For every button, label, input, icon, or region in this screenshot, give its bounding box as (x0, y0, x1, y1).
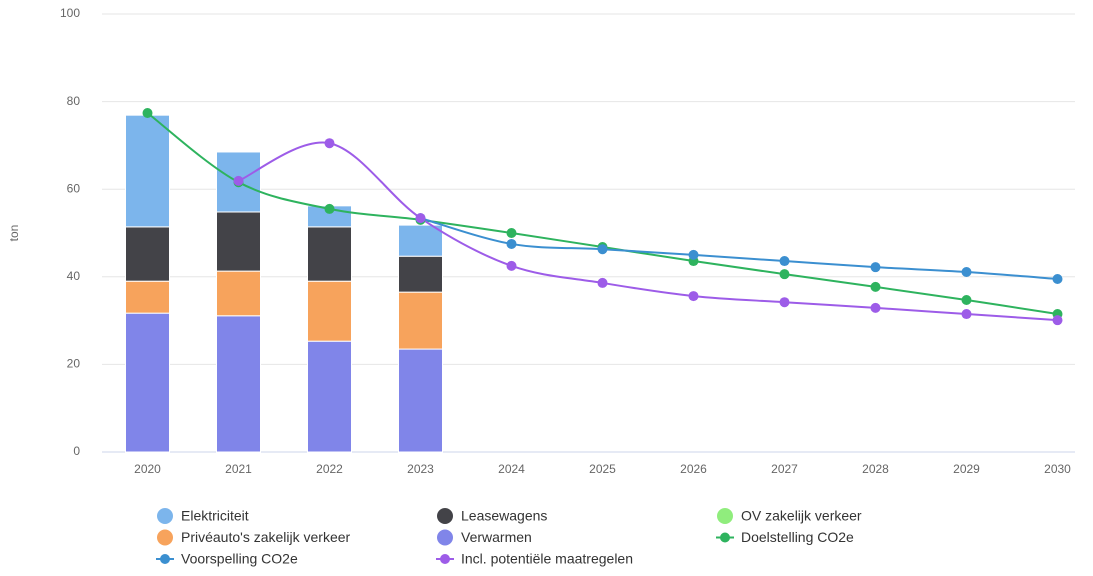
line-point (506, 260, 517, 271)
x-tick-label: 2023 (407, 462, 434, 476)
x-tick-label: 2021 (225, 462, 252, 476)
legend-symbol (437, 529, 453, 546)
legend-label: Elektriciteit (181, 508, 249, 524)
bar-segment (398, 255, 443, 293)
line-point (779, 297, 790, 308)
line-point (961, 295, 972, 306)
line-point (961, 309, 972, 320)
line-point (324, 203, 335, 214)
legend-symbol (720, 532, 730, 543)
legend-label: Voorspelling CO2e (181, 551, 298, 567)
line-point (415, 213, 426, 224)
legend-symbol (437, 508, 453, 524)
y-axis-label: ton (7, 225, 21, 242)
line-point (779, 269, 790, 280)
bar-segment (307, 280, 352, 342)
bar-segment (216, 270, 261, 317)
x-tick-label: 2026 (680, 462, 707, 476)
line (238, 141, 1058, 322)
y-tick-label: 100 (60, 6, 80, 20)
line-point (1052, 273, 1063, 284)
bar-segment (125, 280, 170, 314)
x-tick-label: 2020 (134, 462, 161, 476)
legend-label: Privéauto's zakelijk verkeer (181, 529, 351, 545)
line-point (597, 244, 608, 255)
legend-label: OV zakelijk verkeer (741, 508, 862, 524)
bar-segment (307, 340, 352, 453)
x-tick-label: 2027 (771, 462, 798, 476)
bar-segment (216, 315, 261, 453)
bar-segment (125, 312, 170, 453)
bar-segment (307, 226, 352, 282)
bar-segment (125, 226, 170, 282)
line-point (870, 281, 881, 292)
x-tick-label: 2028 (862, 462, 889, 476)
line-point (142, 107, 153, 118)
line-point (961, 266, 972, 277)
line-point (779, 256, 790, 267)
legend-symbol (440, 554, 450, 564)
bar-segment (216, 211, 261, 272)
bar-segment (398, 224, 443, 257)
y-tick-label: 40 (67, 269, 81, 283)
y-tick-label: 80 (67, 94, 81, 108)
bar-segment (398, 348, 443, 453)
bar-segment (125, 114, 170, 228)
legend-label: Incl. potentiële maatregelen (461, 551, 633, 567)
legend-label: Verwarmen (461, 529, 532, 545)
y-tick-label: 20 (67, 357, 81, 371)
line-point (688, 291, 699, 302)
x-tick-label: 2029 (953, 462, 980, 476)
line-point (688, 249, 699, 260)
x-tick-label: 2025 (589, 462, 616, 476)
legend-label: Leasewagens (461, 508, 547, 524)
legend-label: Doelstelling CO2e (741, 529, 854, 545)
x-tick-label: 2030 (1044, 462, 1071, 476)
x-tick-label: 2024 (498, 462, 525, 476)
x-tick-label: 2022 (316, 462, 343, 476)
line-point (597, 277, 608, 288)
legend-symbol (157, 508, 173, 524)
legend-symbol (160, 554, 170, 564)
line-point (233, 175, 244, 186)
line-point (870, 262, 881, 273)
bar-segment (398, 291, 443, 350)
line-point (506, 228, 517, 238)
line-point (324, 138, 335, 149)
legend-symbol (157, 529, 173, 546)
line-point (1052, 315, 1063, 326)
line-point (506, 238, 517, 249)
line (420, 217, 1058, 280)
line-point (870, 302, 881, 313)
y-tick-label: 0 (73, 444, 80, 458)
legend-symbol (717, 508, 733, 524)
y-tick-label: 60 (67, 181, 81, 195)
